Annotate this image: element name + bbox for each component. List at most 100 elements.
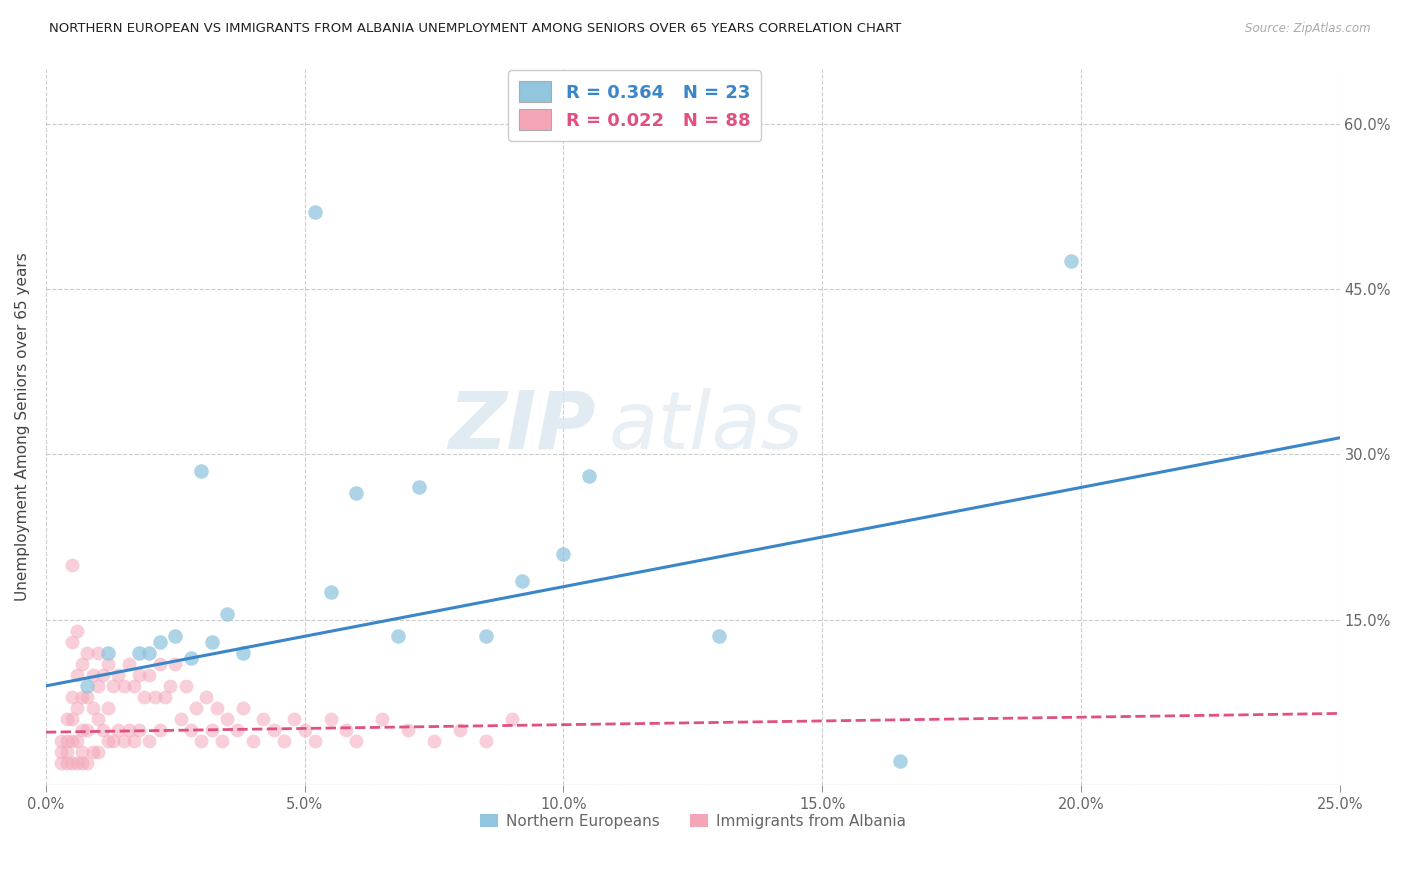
Point xyxy=(184,701,207,715)
Point xyxy=(304,734,326,748)
Point xyxy=(211,734,233,748)
Point xyxy=(82,668,104,682)
Point xyxy=(294,723,316,737)
Point xyxy=(346,486,368,500)
Point xyxy=(60,558,83,572)
Point xyxy=(55,712,77,726)
Point xyxy=(128,723,150,737)
Point xyxy=(501,712,523,726)
Point xyxy=(200,723,222,737)
Point xyxy=(70,745,93,759)
Point xyxy=(149,657,172,671)
Point xyxy=(475,734,498,748)
Point xyxy=(510,574,533,589)
Point xyxy=(60,756,83,770)
Point xyxy=(1059,254,1081,268)
Point xyxy=(91,723,114,737)
Y-axis label: Unemployment Among Seniors over 65 years: Unemployment Among Seniors over 65 years xyxy=(15,252,30,601)
Point xyxy=(122,679,145,693)
Point xyxy=(149,723,172,737)
Point xyxy=(82,701,104,715)
Point xyxy=(76,756,98,770)
Point xyxy=(138,734,160,748)
Legend: Northern Europeans, Immigrants from Albania: Northern Europeans, Immigrants from Alba… xyxy=(474,807,912,835)
Point xyxy=(217,607,239,622)
Point xyxy=(55,734,77,748)
Point xyxy=(103,679,125,693)
Point xyxy=(346,734,368,748)
Point xyxy=(66,756,89,770)
Point xyxy=(190,464,212,478)
Text: atlas: atlas xyxy=(609,388,803,466)
Point xyxy=(149,634,172,648)
Point xyxy=(97,646,120,660)
Point xyxy=(66,701,89,715)
Point xyxy=(134,690,156,704)
Text: ZIP: ZIP xyxy=(449,388,596,466)
Point xyxy=(70,690,93,704)
Point xyxy=(889,754,911,768)
Point xyxy=(60,712,83,726)
Point xyxy=(174,679,197,693)
Point xyxy=(60,690,83,704)
Point xyxy=(97,701,120,715)
Point xyxy=(387,629,409,643)
Point xyxy=(87,646,110,660)
Point xyxy=(449,723,471,737)
Point xyxy=(87,712,110,726)
Point xyxy=(232,646,254,660)
Point xyxy=(408,480,430,494)
Point xyxy=(371,712,394,726)
Point xyxy=(87,745,110,759)
Point xyxy=(475,629,498,643)
Point xyxy=(180,651,202,665)
Point xyxy=(103,734,125,748)
Point xyxy=(107,668,129,682)
Point xyxy=(122,734,145,748)
Point xyxy=(200,634,222,648)
Point xyxy=(55,745,77,759)
Point xyxy=(263,723,285,737)
Point xyxy=(232,701,254,715)
Point xyxy=(159,679,181,693)
Point xyxy=(51,734,73,748)
Point xyxy=(66,668,89,682)
Point xyxy=(70,657,93,671)
Point xyxy=(169,712,191,726)
Point xyxy=(118,657,141,671)
Point xyxy=(60,734,83,748)
Point xyxy=(51,745,73,759)
Point xyxy=(252,712,274,726)
Point xyxy=(76,723,98,737)
Point xyxy=(76,646,98,660)
Point xyxy=(180,723,202,737)
Point xyxy=(217,712,239,726)
Point xyxy=(112,679,135,693)
Text: NORTHERN EUROPEAN VS IMMIGRANTS FROM ALBANIA UNEMPLOYMENT AMONG SENIORS OVER 65 : NORTHERN EUROPEAN VS IMMIGRANTS FROM ALB… xyxy=(49,22,901,36)
Point xyxy=(118,723,141,737)
Point xyxy=(51,756,73,770)
Point xyxy=(128,646,150,660)
Point xyxy=(319,712,342,726)
Point xyxy=(138,668,160,682)
Point xyxy=(304,204,326,219)
Point xyxy=(578,469,600,483)
Point xyxy=(283,712,305,726)
Point xyxy=(707,629,730,643)
Point xyxy=(66,624,89,638)
Point xyxy=(70,723,93,737)
Point xyxy=(70,756,93,770)
Point xyxy=(143,690,166,704)
Point xyxy=(91,668,114,682)
Point xyxy=(396,723,419,737)
Point xyxy=(76,679,98,693)
Point xyxy=(76,690,98,704)
Point xyxy=(97,734,120,748)
Point xyxy=(112,734,135,748)
Point xyxy=(153,690,176,704)
Point xyxy=(195,690,218,704)
Point xyxy=(55,756,77,770)
Point xyxy=(335,723,357,737)
Point xyxy=(205,701,228,715)
Point xyxy=(107,723,129,737)
